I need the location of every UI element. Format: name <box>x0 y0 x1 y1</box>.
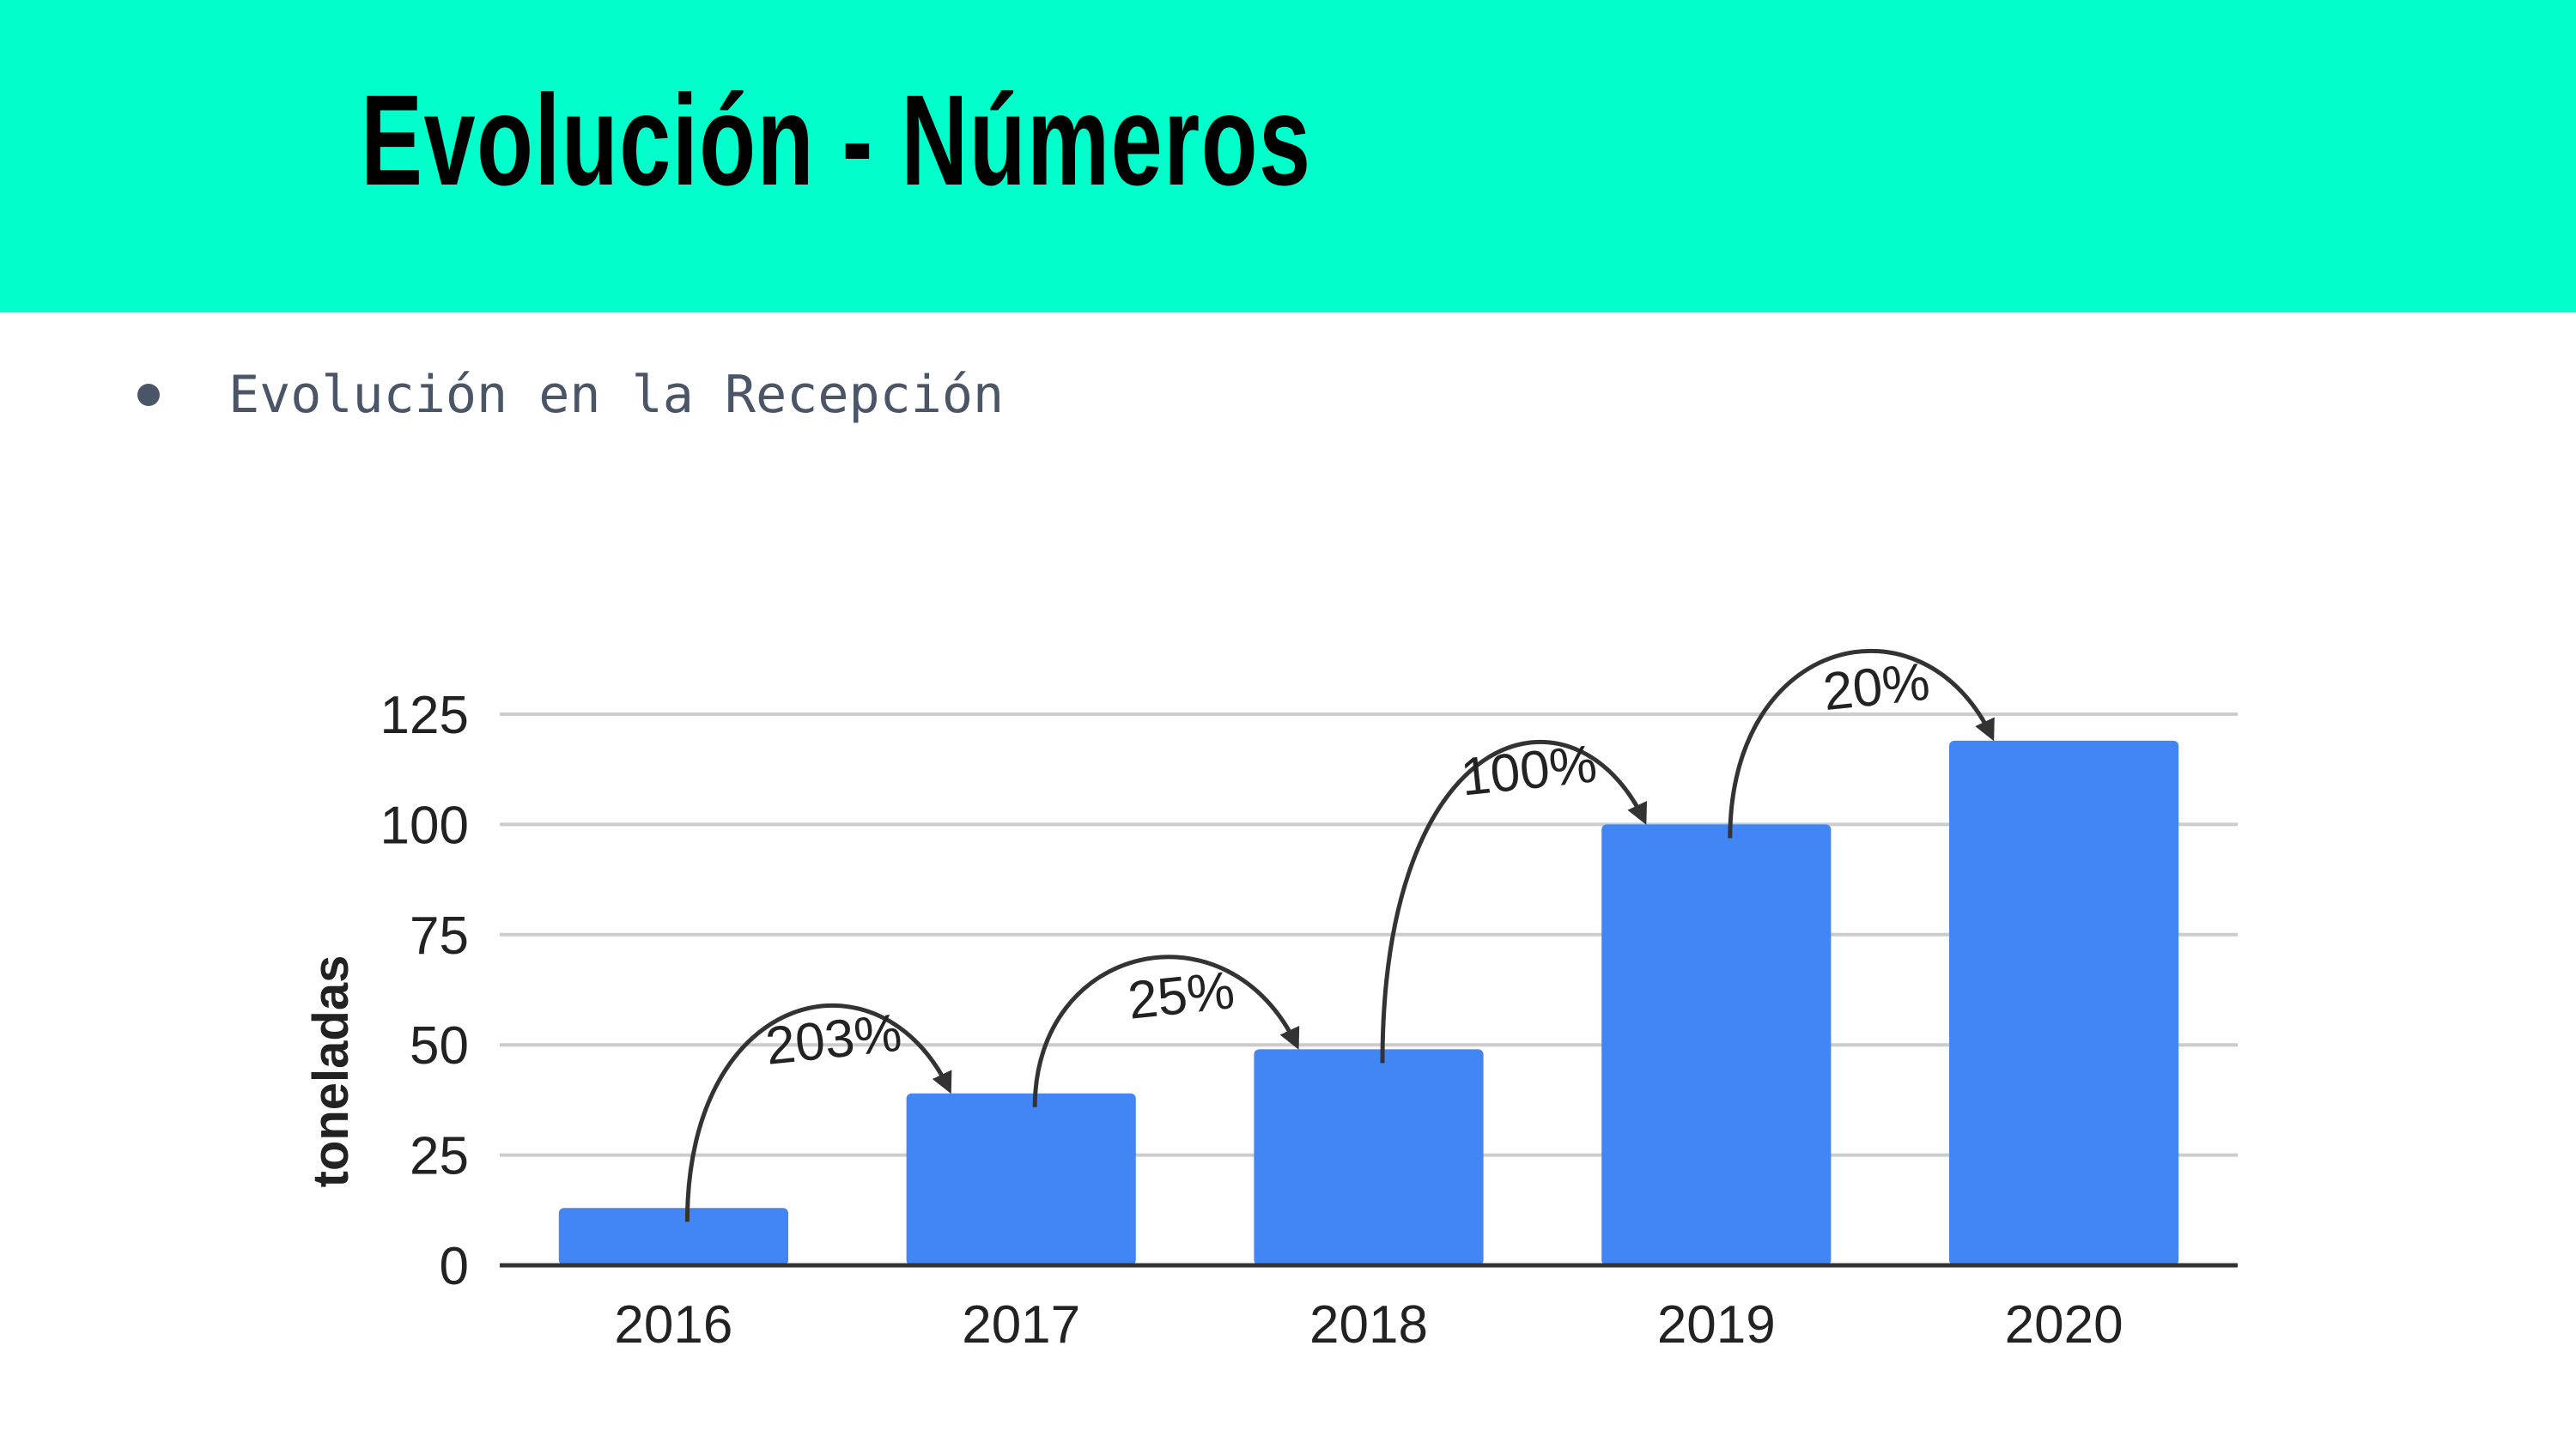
x-tick-label: 2017 <box>962 1295 1080 1355</box>
growth-label: 25% <box>1125 961 1237 1031</box>
x-tick-label: 2018 <box>1309 1295 1428 1355</box>
y-tick-label: 75 <box>410 906 469 966</box>
growth-arrow <box>1728 648 1995 839</box>
axes: 0 25 50 75 100 125 2016 2017 2018 2019 2020 tonelad… <box>303 686 2238 1355</box>
y-axis-title: toneladas <box>303 955 359 1188</box>
bar-2019 <box>1601 824 1832 1265</box>
bar-2016 <box>558 1208 788 1265</box>
x-tick-label: 2020 <box>2005 1295 2123 1355</box>
title-band: Evolución - Números <box>0 0 2576 312</box>
bar-2017 <box>906 1093 1136 1265</box>
y-tick-label: 25 <box>410 1127 469 1186</box>
bars <box>558 740 2179 1265</box>
x-tick-label: 2019 <box>1657 1295 1776 1355</box>
bar-2018 <box>1254 1049 1484 1265</box>
growth-arrow <box>1380 739 1647 1064</box>
bullet-item: Evolución en la Recepción <box>137 361 1004 429</box>
bullet-dot-icon <box>137 384 160 406</box>
bar-2020 <box>1949 740 2179 1265</box>
bullet-text: Evolución en la Recepción <box>228 365 1005 425</box>
y-tick-label: 50 <box>410 1016 469 1076</box>
y-tick-label: 125 <box>380 686 469 745</box>
growth-label: 20% <box>1820 652 1933 723</box>
y-tick-label: 100 <box>380 796 469 855</box>
growth-arrows: 203% 25% 100% 20% <box>684 648 1995 1222</box>
growth-arrow <box>684 1003 952 1222</box>
y-tick-label: 0 <box>440 1237 469 1296</box>
slide-title: Evolución - Números <box>361 68 1312 212</box>
x-tick-label: 2016 <box>614 1295 732 1355</box>
growth-label: 203% <box>762 1003 904 1076</box>
growth-arrow <box>1032 955 1300 1107</box>
growth-label: 100% <box>1458 734 1600 807</box>
